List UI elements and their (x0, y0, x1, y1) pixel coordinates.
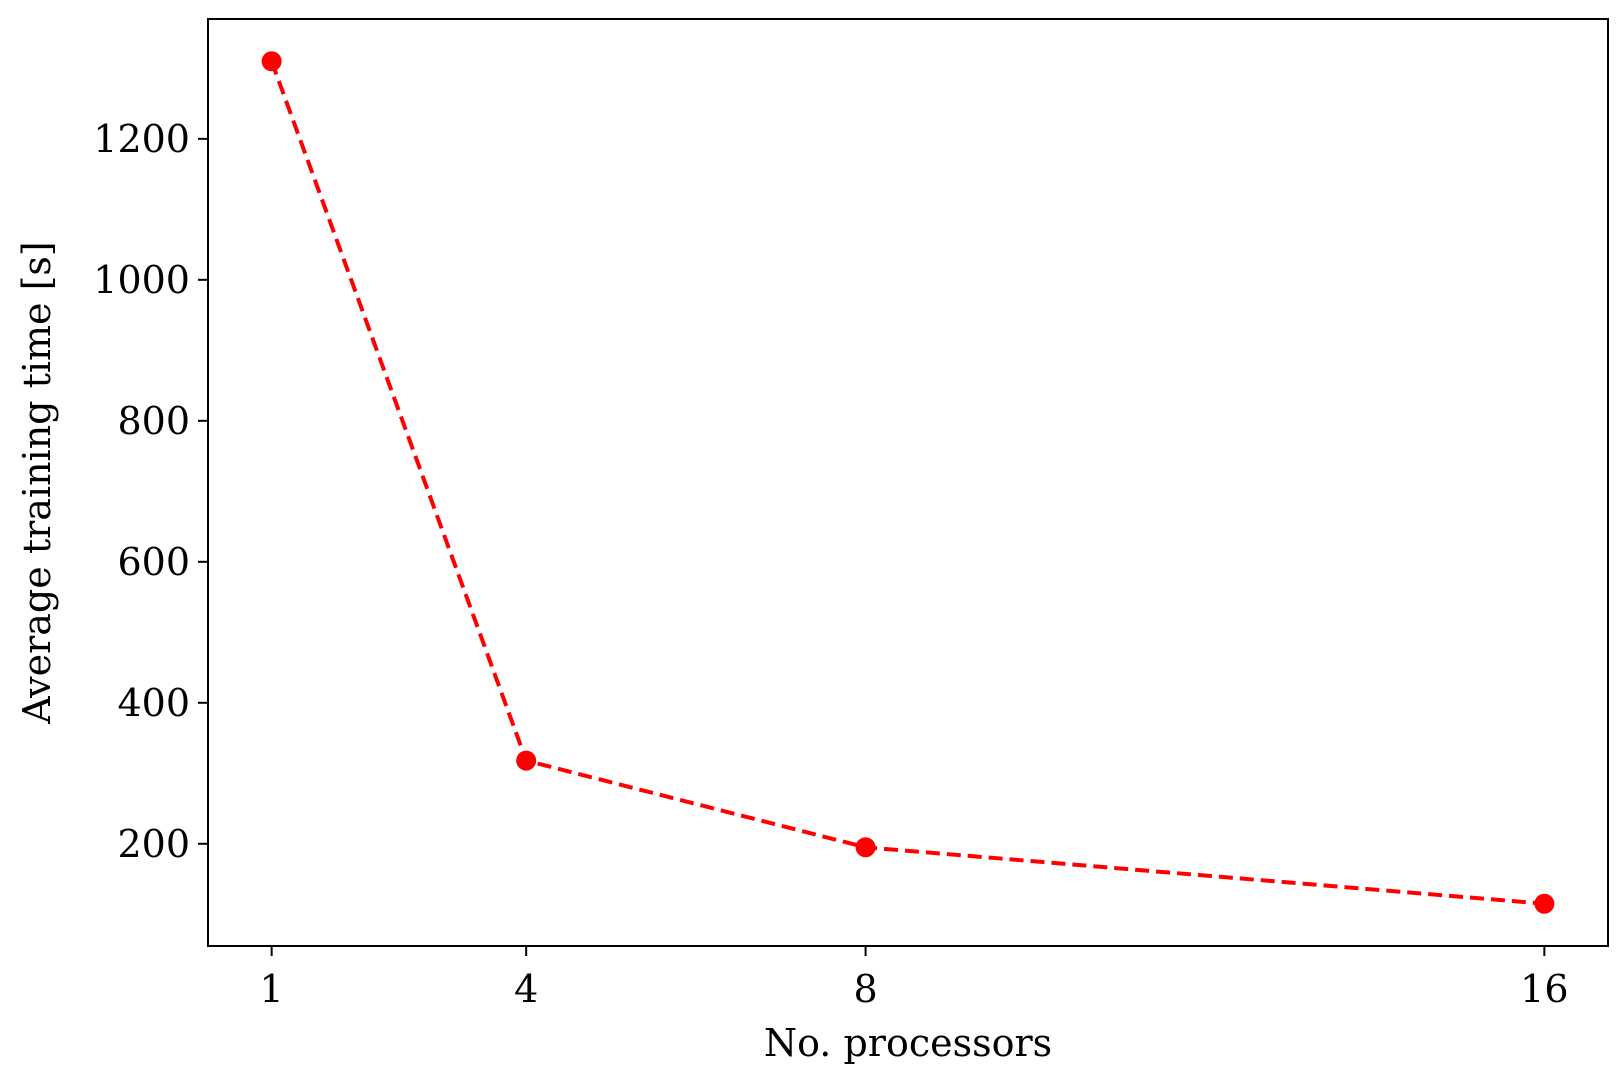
y-tick-label: 400 (117, 681, 190, 725)
ticks-layer: 1 4 8 16 200 400 600 800 1000 1200 (93, 117, 1568, 1011)
x-axis-label: No. processors (764, 1021, 1052, 1065)
y-axis-label: Average training time [s] (15, 241, 59, 725)
data-point (516, 750, 537, 771)
x-tick-label: 16 (1520, 967, 1568, 1011)
y-tick-label: 1200 (93, 117, 190, 161)
data-point (855, 837, 876, 858)
x-tick-label: 8 (853, 967, 877, 1011)
series-line (269, 60, 1545, 906)
data-point (1534, 893, 1555, 914)
y-tick-label: 600 (117, 540, 190, 584)
x-tick-label: 4 (514, 967, 538, 1011)
y-tick-label: 800 (117, 399, 190, 443)
plot-frame (207, 18, 1609, 947)
x-tick-label: 1 (260, 967, 284, 1011)
series-layer (261, 51, 1555, 914)
y-tick-label: 1000 (93, 258, 190, 302)
data-point (261, 51, 282, 72)
y-tick-label: 200 (117, 822, 190, 866)
